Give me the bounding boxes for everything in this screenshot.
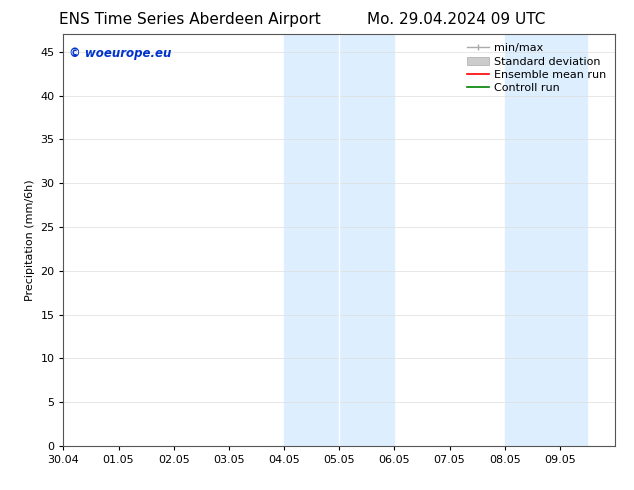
Text: © woeurope.eu: © woeurope.eu bbox=[69, 47, 171, 60]
Text: Mo. 29.04.2024 09 UTC: Mo. 29.04.2024 09 UTC bbox=[367, 12, 546, 27]
Bar bbox=[505, 34, 588, 446]
Bar bbox=[284, 34, 394, 446]
Text: ENS Time Series Aberdeen Airport: ENS Time Series Aberdeen Airport bbox=[60, 12, 321, 27]
Y-axis label: Precipitation (mm/6h): Precipitation (mm/6h) bbox=[25, 179, 35, 301]
Legend: min/max, Standard deviation, Ensemble mean run, Controll run: min/max, Standard deviation, Ensemble me… bbox=[464, 40, 609, 97]
